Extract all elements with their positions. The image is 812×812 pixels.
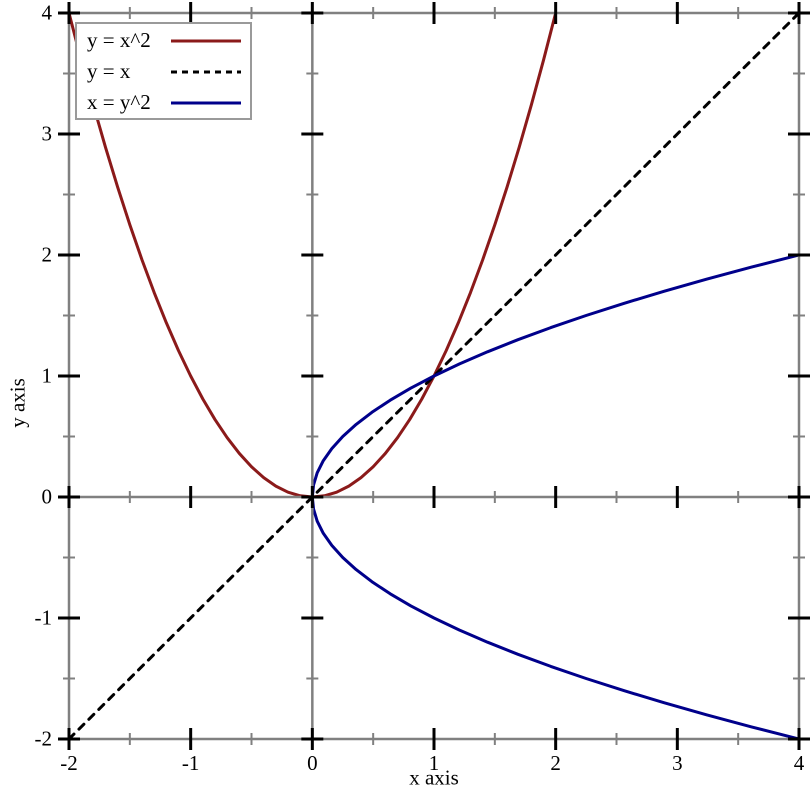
axes-frame — [58, 2, 810, 750]
y-tick-label: -2 — [34, 726, 53, 751]
x-tick-label: 1 — [428, 751, 440, 775]
x-tick-label: 3 — [672, 751, 683, 775]
legend-item-label: y = x — [87, 59, 131, 83]
y-tick-label: 1 — [41, 363, 53, 388]
chart-legend: y = x^2 y = x x = y^2 — [75, 22, 252, 120]
x-tick-label: 0 — [307, 751, 318, 775]
legend-item-label: y = x^2 — [87, 28, 151, 52]
x-tick-label: -2 — [60, 751, 78, 775]
y-tick-label: -1 — [34, 605, 53, 630]
legend-item: y = x^2 — [77, 25, 250, 56]
y-tick-label: 2 — [41, 242, 53, 267]
x-tick-label: 2 — [550, 751, 561, 775]
y-axis-title: y axis — [5, 378, 30, 428]
series-line-1 — [69, 13, 799, 739]
x-axis-title: x axis — [409, 765, 459, 790]
y-tick-label: 3 — [41, 121, 53, 146]
y-tick-label: 4 — [41, 0, 53, 25]
legend-item: x = y^2 — [77, 87, 250, 118]
x-tick-label: -1 — [181, 751, 200, 775]
x-tick-label: 4 — [793, 751, 805, 775]
y-tick-label: 0 — [41, 484, 53, 509]
legend-item-label: x = y^2 — [87, 90, 151, 114]
data-curves — [69, 13, 799, 739]
legend-item: y = x — [77, 56, 250, 87]
